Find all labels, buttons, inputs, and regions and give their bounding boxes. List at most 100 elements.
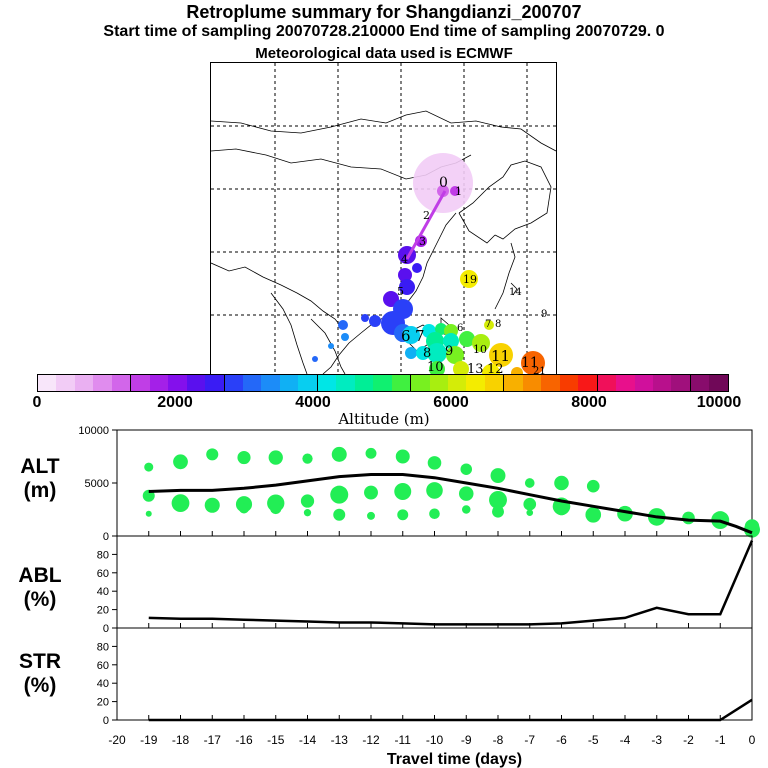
- colorbar-tick: 0: [32, 394, 42, 411]
- y-tick-label: 60: [97, 568, 109, 580]
- colorbar-swatch: [149, 375, 169, 391]
- colorbar-swatch: [522, 375, 542, 391]
- traj-label: 7: [485, 319, 491, 330]
- x-tick-label: -15: [267, 733, 285, 747]
- y-tick-label: 80: [97, 641, 109, 653]
- chart-title: Retroplume summary for Shangdianzi_20070…: [186, 2, 582, 22]
- colorbar-swatch: [74, 375, 94, 391]
- colorbar-swatch: [130, 375, 150, 391]
- met-data-line: Meteorological data used is ECMWF: [255, 45, 513, 62]
- traj-label: 7: [415, 327, 425, 345]
- alt-cluster-point: [300, 494, 315, 508]
- alt-cluster-point: [237, 450, 251, 465]
- traj-label: 11: [521, 355, 539, 371]
- traj-label: 12: [487, 362, 504, 374]
- traj-label: 6: [457, 323, 463, 334]
- alt-cluster-point: [302, 453, 313, 464]
- trajectory-labels: 0 1 2 3 4 5 6 7 8 9 10 11 12 13 19 14 11…: [397, 175, 547, 374]
- alt-cluster-point: [489, 490, 507, 509]
- y-tick-label: 0: [103, 531, 109, 543]
- colorbar-tick: 10000: [696, 394, 742, 411]
- traj-label: 21: [533, 366, 546, 374]
- colorbar-swatch: [93, 375, 112, 391]
- x-tick-label: -14: [299, 733, 317, 747]
- y-tick-label: 20: [97, 697, 109, 709]
- x-tick-label: -18: [172, 733, 190, 747]
- colorbar-swatch: [578, 375, 597, 391]
- alt-panel-label: ALT (m): [20, 455, 60, 502]
- alt-cluster-point: [395, 449, 410, 464]
- map-canvas: 0 1 2 3 4 5 6 7 8 9 10 11 12 13 19 14 11…: [211, 63, 556, 374]
- traj-label: 0: [439, 175, 448, 191]
- alt-cluster-point: [303, 509, 312, 517]
- colorbar-swatch: [429, 375, 448, 391]
- str-line: [148, 698, 753, 722]
- traj-label: 11: [491, 347, 510, 365]
- colorbar-swatch: [391, 375, 411, 391]
- alt-cluster-point: [394, 482, 412, 500]
- abl-line: [148, 540, 754, 626]
- alt-cluster-point: [492, 505, 504, 518]
- alt-cluster-point: [270, 502, 282, 515]
- traj-label: 9: [541, 309, 547, 320]
- colorbar-tick: 6000: [433, 394, 469, 411]
- alt-cluster-point: [490, 468, 506, 484]
- traj-label: 19: [463, 273, 477, 286]
- traj-label: 10: [473, 343, 487, 356]
- alt-cluster-point: [426, 482, 443, 499]
- traj-label: 2: [423, 209, 430, 222]
- x-tick-label: -8: [493, 733, 504, 747]
- alt-cluster-point: [554, 475, 569, 491]
- x-tick-label: -1: [715, 733, 726, 747]
- x-tick-label: -12: [362, 733, 380, 747]
- colorbar-swatch: [298, 375, 317, 391]
- alt-cluster-point: [524, 478, 535, 488]
- colorbar-swatch: [373, 375, 392, 391]
- y-tick-label: 0: [103, 623, 109, 635]
- y-tick-label: 0: [103, 715, 109, 727]
- colorbar-swatch: [223, 375, 243, 391]
- x-tick-label: -5: [588, 733, 599, 747]
- abl-panel-label: ABL (%): [18, 564, 62, 611]
- colorbar-swatch: [261, 375, 280, 391]
- colorbar-swatch: [111, 375, 131, 391]
- x-tick-label: -17: [204, 733, 222, 747]
- colorbar-swatch: [559, 375, 579, 391]
- traj-label: 6: [401, 327, 411, 345]
- altitude-colorbar: [37, 374, 729, 392]
- sampling-time-line: Start time of sampling 20070728.210000 E…: [103, 23, 665, 40]
- x-tick-label: -20: [108, 733, 126, 747]
- colorbar-swatch: [205, 375, 224, 391]
- trajectory-plume: [312, 153, 545, 374]
- colorbar-swatch: [634, 375, 653, 391]
- alt-cluster-point: [331, 446, 347, 462]
- colorbar-tick: 8000: [571, 394, 607, 411]
- alt-cluster-point: [585, 506, 602, 523]
- alt-cluster-point: [586, 479, 600, 493]
- traj-label: 9: [445, 344, 453, 359]
- colorbar-swatch: [447, 375, 467, 391]
- alt-cluster-point: [173, 454, 188, 470]
- y-tick-label: 40: [97, 586, 109, 598]
- colorbar-tick: 4000: [295, 394, 331, 411]
- alt-cluster-point: [526, 509, 534, 517]
- alt-cluster-point: [397, 509, 409, 521]
- colorbar-swatch: [242, 375, 262, 391]
- y-tick-label: 60: [97, 660, 109, 672]
- x-tick-label: -9: [461, 733, 472, 747]
- alt-cluster-point: [144, 462, 154, 472]
- colorbar-swatch: [354, 375, 374, 391]
- x-tick-label: 0: [749, 733, 756, 747]
- traj-label: 8: [423, 346, 431, 361]
- y-tick-label: 20: [97, 605, 109, 617]
- alt-cluster-point: [207, 501, 217, 511]
- traj-label: 10: [427, 360, 444, 374]
- y-tick-label: 10000: [78, 425, 109, 437]
- x-tick-label: -16: [235, 733, 253, 747]
- colorbar-swatch: [168, 375, 187, 391]
- y-tick-label: 5000: [85, 478, 109, 490]
- colorbar-swatch: [56, 375, 75, 391]
- alt-cluster-point: [268, 450, 283, 465]
- y-tick-label: 80: [97, 549, 109, 561]
